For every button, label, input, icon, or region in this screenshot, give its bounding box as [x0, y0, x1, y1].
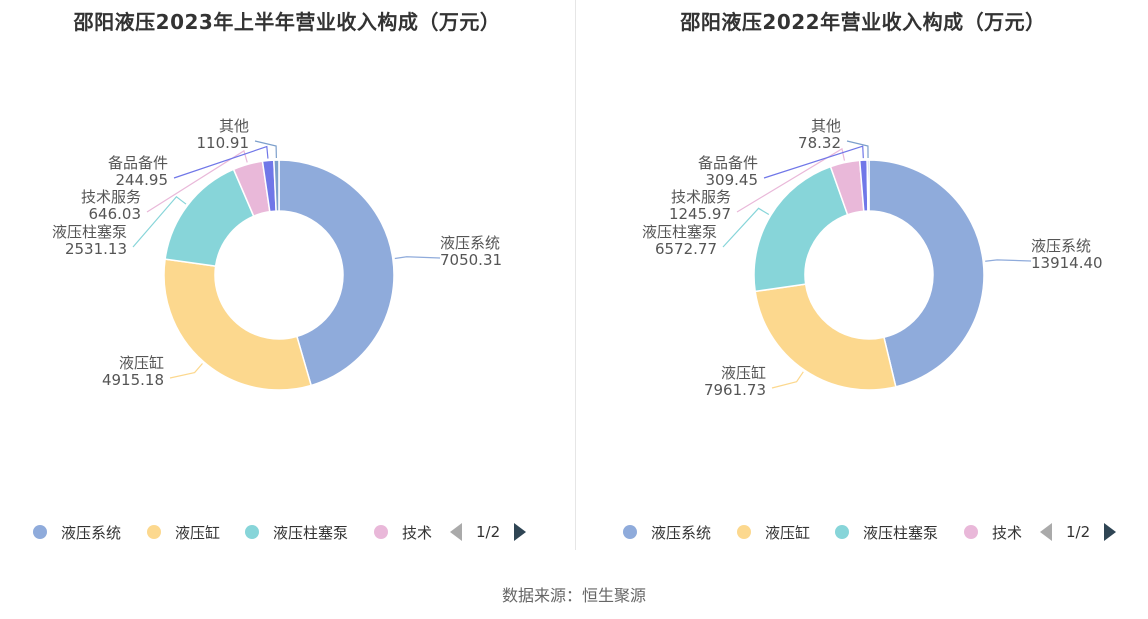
legend-label: 液压柱塞泵 — [863, 523, 939, 542]
label-leader-line — [394, 256, 441, 260]
legend-marker — [374, 525, 388, 539]
legend-marker — [623, 525, 637, 539]
label-leader-line — [146, 149, 248, 213]
legend-marker — [835, 525, 849, 539]
slice-value-label: 646.03 — [89, 205, 142, 223]
slice-value-label: 13914.40 — [1031, 254, 1103, 272]
slice-name-label: 液压系统 — [440, 234, 500, 252]
label-leader-line — [173, 145, 269, 179]
legend-item-plunger-pump[interactable]: 液压柱塞泵 — [245, 518, 348, 546]
panel-divider — [575, 0, 576, 550]
legend-label: 液压系统 — [61, 523, 122, 542]
legend-item-hydraulic-cylinder[interactable]: 液压缸 — [737, 518, 810, 546]
legend-label: 液压柱塞泵 — [273, 523, 349, 542]
donut-slice[interactable] — [754, 283, 897, 391]
slice-value-label: 6572.77 — [655, 240, 717, 258]
data-source: 数据来源：恒生聚源 — [501, 586, 646, 605]
legend-label: 技术 — [402, 523, 433, 542]
next-page-arrow-icon[interactable] — [514, 523, 527, 541]
prev-page-arrow-icon[interactable] — [1040, 523, 1052, 541]
legend-pager: 1/2 — [450, 518, 527, 546]
legend-marker — [245, 525, 259, 539]
legend-item-hydraulic-cylinder[interactable]: 液压缸 — [147, 518, 220, 546]
legend-item-plunger-pump[interactable]: 液压柱塞泵 — [835, 518, 938, 546]
prev-page-arrow-icon[interactable] — [450, 523, 462, 541]
slice-name-label: 其他 — [219, 117, 249, 135]
donut-slice[interactable] — [163, 258, 313, 391]
slice-value-label: 2531.13 — [65, 240, 127, 258]
slice-value-label: 4915.18 — [102, 371, 164, 389]
chart-title: 邵阳液压2023年上半年营业收入构成（万元） — [73, 10, 501, 34]
slice-name-label: 液压缸 — [119, 354, 164, 372]
legend-item-hydraulic-system[interactable]: 液压系统 — [623, 518, 711, 546]
legend-item-tech[interactable]: 技术 — [374, 518, 432, 546]
slice-name-label: 液压柱塞泵 — [642, 223, 717, 241]
legend-marker — [737, 525, 751, 539]
donut-slice[interactable] — [278, 159, 395, 387]
donut-slice[interactable] — [753, 165, 849, 293]
slice-name-label: 液压缸 — [721, 364, 766, 382]
donut-slice[interactable] — [866, 159, 870, 212]
slice-name-label: 技术服务 — [671, 188, 731, 206]
label-leader-line — [169, 363, 203, 379]
slice-name-label: 其他 — [811, 117, 841, 135]
chart-panel-2023h1: 邵阳液压2023年上半年营业收入构成（万元） 液压系统 7050.31 液压缸 491… — [0, 0, 574, 550]
slice-name-label: 备品备件 — [698, 154, 758, 172]
legend-label: 液压系统 — [651, 523, 712, 542]
donut-slice[interactable] — [868, 159, 985, 388]
legend-marker — [964, 525, 978, 539]
slice-value-label: 78.32 — [798, 134, 841, 152]
legend-item-hydraulic-system[interactable]: 液压系统 — [33, 518, 121, 546]
slice-name-label: 技术服务 — [81, 188, 141, 206]
slice-value-label: 7961.73 — [704, 381, 766, 399]
legend-marker — [147, 525, 161, 539]
legend-label: 液压缸 — [765, 523, 811, 542]
label-leader-line — [736, 147, 846, 213]
legend-label: 液压缸 — [175, 523, 221, 542]
label-leader-line — [132, 195, 187, 248]
slice-name-label: 备品备件 — [108, 154, 168, 172]
label-leader-line — [985, 259, 1032, 262]
page-indicator: 1/2 — [476, 523, 501, 541]
page-indicator: 1/2 — [1066, 523, 1091, 541]
chart-title: 邵阳液压2022年营业收入构成（万元） — [680, 10, 1046, 34]
chart-panel-2022: 邵阳液压2022年营业收入构成（万元） 液压系统 13914.40 液压缸 7961.… — [576, 0, 1148, 550]
slice-name-label: 液压柱塞泵 — [52, 223, 127, 241]
legend-label: 技术 — [992, 523, 1023, 542]
legend-item-tech[interactable]: 技术 — [964, 518, 1022, 546]
slice-value-label: 110.91 — [197, 134, 250, 152]
slice-value-label: 7050.31 — [440, 251, 502, 269]
legend: 液压系统 液压缸 液压柱塞泵 技术 1/2 — [576, 518, 1148, 546]
label-leader-line — [722, 207, 770, 248]
label-leader-line — [254, 140, 277, 159]
slice-value-label: 1245.97 — [669, 205, 731, 223]
label-leader-line — [763, 145, 864, 179]
label-leader-line — [771, 371, 804, 389]
slice-value-label: 244.95 — [116, 171, 169, 189]
donut-slice[interactable] — [273, 159, 280, 212]
legend-marker — [33, 525, 47, 539]
next-page-arrow-icon[interactable] — [1104, 523, 1117, 541]
legend-pager: 1/2 — [1040, 518, 1117, 546]
legend: 液压系统 液压缸 液压柱塞泵 技术 1/2 — [0, 518, 574, 546]
slice-name-label: 液压系统 — [1031, 237, 1091, 255]
label-leader-line — [846, 140, 869, 159]
slice-value-label: 309.45 — [706, 171, 759, 189]
